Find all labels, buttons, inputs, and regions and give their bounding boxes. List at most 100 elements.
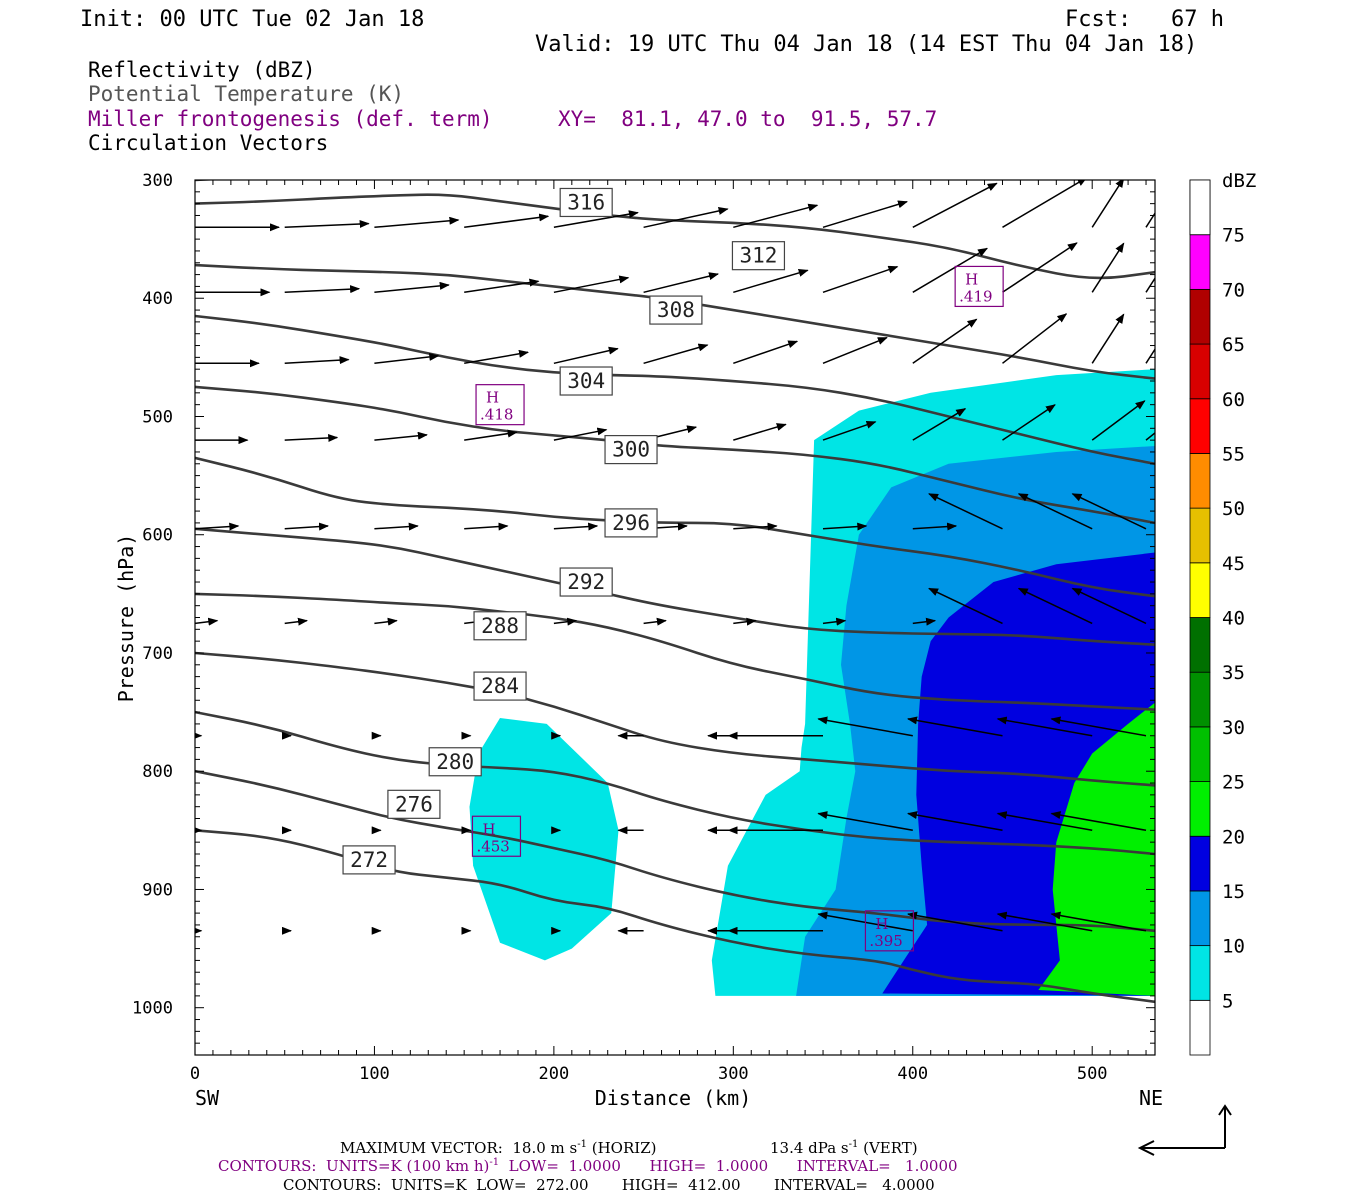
circulation-vector bbox=[284, 356, 350, 365]
high-letter: H bbox=[482, 820, 495, 838]
circulation-vector bbox=[907, 811, 1003, 832]
x-tick-label: 0 bbox=[190, 1064, 200, 1084]
colorbar-swatch bbox=[1189, 507, 1211, 564]
x-tick-label: 400 bbox=[897, 1064, 928, 1084]
valid-time-label: Valid: 19 UTC Thu 04 Jan 18 (14 EST Thu … bbox=[535, 32, 1197, 57]
circulation-vector bbox=[553, 275, 630, 294]
circulation-vector bbox=[912, 408, 967, 441]
circulation-vector bbox=[996, 911, 1093, 932]
circulation-vector bbox=[1050, 911, 1147, 932]
circulation-vector bbox=[1145, 211, 1155, 228]
frontogenesis-high: H.418 bbox=[475, 384, 525, 426]
high-letter: H bbox=[875, 915, 888, 933]
colorbar-tick-label: 25 bbox=[1222, 772, 1245, 794]
colorbar-tick-label: 5 bbox=[1222, 990, 1233, 1012]
circulation-vector bbox=[822, 617, 847, 626]
axis-ticks: 300 400 500 600 700 800 900 1000 0 100 200 300 400 50… bbox=[132, 171, 1155, 1084]
theta-label-text: 296 bbox=[612, 511, 650, 535]
colorbar-tick-label: 55 bbox=[1222, 443, 1245, 465]
frontogenesis-contour-limits: LOW= 1.0000 HIGH= 1.0000 INTERVAL= 1.000… bbox=[499, 1157, 957, 1175]
field-vectors-label: Circulation Vectors bbox=[88, 131, 328, 155]
high-letter: H bbox=[486, 389, 499, 407]
circulation-vector bbox=[822, 265, 899, 294]
circulation-vector bbox=[1071, 587, 1147, 625]
theta-label-272: 272 bbox=[342, 845, 396, 875]
high-letter: H bbox=[965, 270, 978, 288]
circulation-vector bbox=[195, 522, 240, 531]
theta-label-312: 312 bbox=[731, 241, 786, 271]
reference-vector-icon bbox=[1137, 1104, 1232, 1156]
theta-label-text: 308 bbox=[657, 298, 695, 322]
circulation-vector bbox=[1002, 313, 1068, 364]
colorbar-tick-label: 45 bbox=[1222, 553, 1245, 575]
circulation-vector bbox=[284, 433, 339, 442]
frontogenesis-contour-exponent: -1 bbox=[489, 1157, 499, 1168]
circulation-vector bbox=[553, 427, 608, 441]
circulation-vector bbox=[996, 716, 1093, 737]
theta-contour-312 bbox=[195, 193, 1155, 280]
circulation-vector bbox=[464, 429, 518, 441]
circulation-vector bbox=[464, 213, 550, 229]
theta-contour-308 bbox=[195, 263, 1155, 380]
theta-contour-276 bbox=[195, 769, 1155, 933]
circulation-vector bbox=[907, 716, 1003, 737]
theta-label-296: 296 bbox=[604, 508, 658, 538]
high-value: .395 bbox=[869, 932, 902, 950]
circulation-vector bbox=[817, 811, 913, 832]
circulation-vector bbox=[733, 340, 799, 365]
colorbar-swatch bbox=[1189, 562, 1211, 618]
circulation-vector bbox=[1145, 276, 1155, 293]
colorbar-swatch bbox=[1189, 726, 1211, 782]
theta-label-292: 292 bbox=[559, 567, 613, 597]
theta-contour-284 bbox=[195, 651, 1155, 787]
vert-vector-text: 13.4 dPa s bbox=[770, 1139, 849, 1157]
circulation-vector bbox=[1091, 242, 1125, 293]
theta-label-280: 280 bbox=[428, 747, 482, 777]
colorbar-swatch bbox=[1189, 234, 1211, 290]
colorbar: 5 10 15 20 25 30 35 40 45 50 55 60 65 70 75 bbox=[1189, 179, 1245, 1056]
circulation-vector bbox=[374, 216, 460, 229]
circulation-vector bbox=[284, 617, 308, 626]
max-vector-text: MAXIMUM VECTOR: 18.0 m s bbox=[340, 1139, 577, 1157]
circulation-vector bbox=[1002, 242, 1078, 293]
circulation-vector bbox=[643, 207, 729, 229]
theta-label-text: 300 bbox=[612, 438, 650, 462]
colorbar-swatch bbox=[1189, 890, 1211, 947]
init-label: Init: 00 UTC Tue 02 Jan 18 bbox=[80, 7, 424, 32]
circulation-vector bbox=[912, 522, 958, 531]
x-tick-label: 200 bbox=[539, 1064, 570, 1084]
circulation-vector bbox=[996, 811, 1093, 832]
y-tick-label: 300 bbox=[142, 171, 173, 191]
theta-contour-292 bbox=[195, 527, 1155, 646]
theta-label-276: 276 bbox=[387, 789, 441, 819]
high-value: .419 bbox=[959, 287, 992, 305]
circulation-vector bbox=[928, 493, 1003, 530]
circulation-vector bbox=[1091, 313, 1125, 364]
circulation-vector bbox=[1050, 811, 1147, 832]
theta-label-text: 316 bbox=[567, 190, 605, 214]
colorbar-swatch bbox=[1189, 945, 1211, 1001]
y-tick-label: 600 bbox=[142, 526, 173, 546]
y-axis-label: Pressure (hPa) bbox=[114, 534, 138, 703]
theta-contours bbox=[195, 180, 1155, 1004]
circulation-vector bbox=[553, 617, 578, 626]
circulation-vector bbox=[912, 318, 978, 364]
circulation-vector bbox=[643, 343, 709, 365]
svg-text:13.4 dPa s-1 (VERT): 13.4 dPa s-1 (VERT) bbox=[770, 1139, 918, 1157]
circulation-vector bbox=[912, 617, 937, 626]
colorbar-tick-label: 70 bbox=[1222, 279, 1245, 301]
theta-contour-304 bbox=[195, 314, 1155, 466]
circulation-vector bbox=[928, 587, 1003, 625]
forecast-hour-label: Fcst: 67 h bbox=[1065, 7, 1224, 32]
circulation-vector bbox=[284, 219, 370, 229]
circulation-vector bbox=[374, 352, 440, 365]
theta-label-288: 288 bbox=[473, 611, 527, 641]
field-reflectivity-label: Reflectivity (dBZ) bbox=[88, 58, 316, 82]
frontogenesis-high: H.419 bbox=[954, 265, 1004, 308]
theta-label-300: 300 bbox=[604, 434, 658, 465]
x-axis-right-end-label: NE bbox=[1139, 1086, 1163, 1110]
circulation-vector bbox=[733, 269, 809, 294]
frontogenesis-contour-info: CONTOURS: UNITS=K (100 km h)-1 LOW= 1.00… bbox=[218, 1157, 958, 1175]
colorbar-tick-label: 65 bbox=[1222, 334, 1245, 356]
